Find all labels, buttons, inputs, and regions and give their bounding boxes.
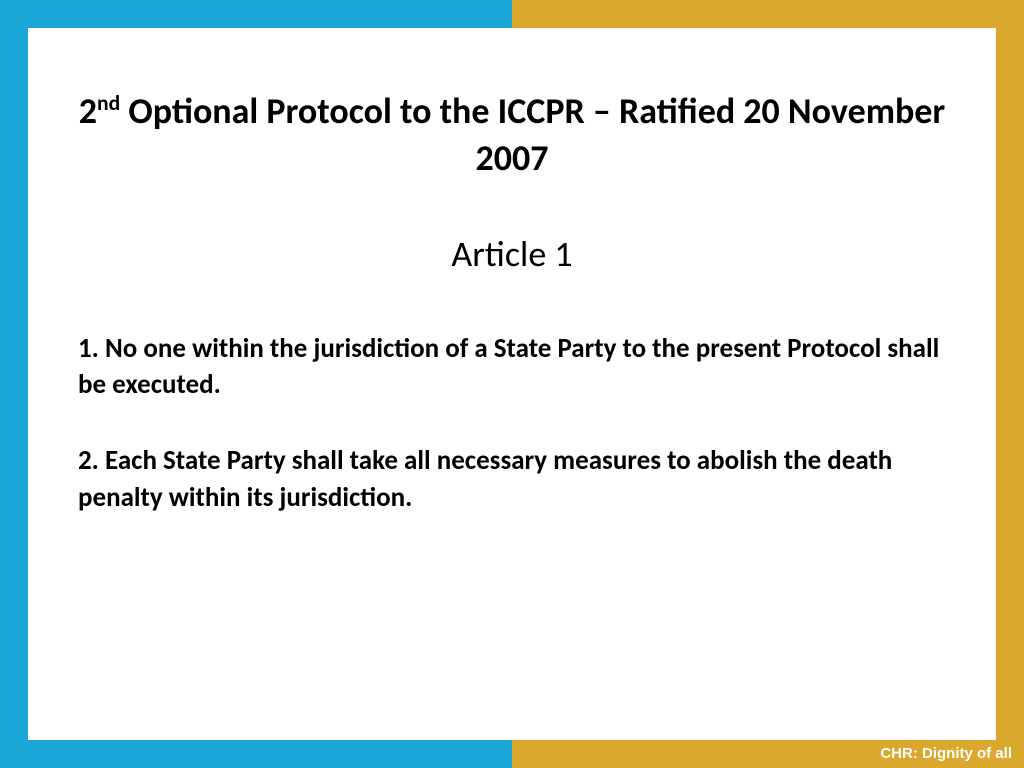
slide-title: 2nd Optional Protocol to the ICCPR – Rat… (78, 88, 946, 182)
footer-text: CHR: Dignity of all (880, 745, 1012, 762)
slide-subtitle: Article 1 (78, 232, 946, 276)
paragraph-2: 2. Each State Party shall take all neces… (78, 443, 946, 516)
title-superscript: nd (97, 89, 120, 116)
body-text: 1. No one within the jurisdiction of a S… (78, 331, 946, 517)
paragraph-1: 1. No one within the jurisdiction of a S… (78, 331, 946, 404)
title-text: Optional Protocol to the ICCPR – Ratifie… (120, 89, 945, 180)
title-prefix: 2 (79, 89, 97, 133)
slide-content: 2nd Optional Protocol to the ICCPR – Rat… (28, 28, 996, 740)
